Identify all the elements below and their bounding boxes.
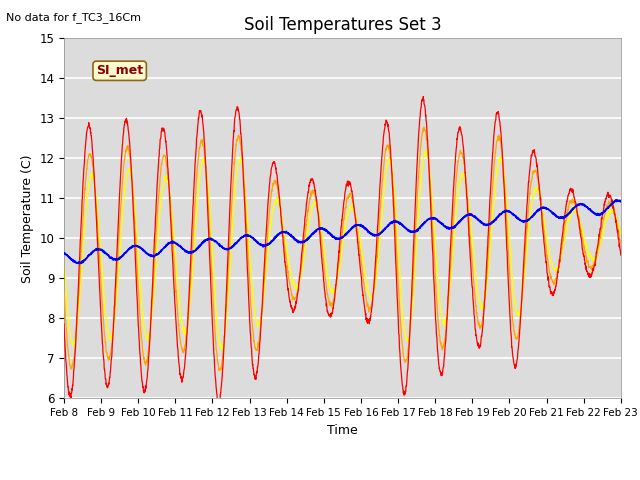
Y-axis label: Soil Temperature (C): Soil Temperature (C) [20, 154, 34, 283]
Text: SI_met: SI_met [96, 64, 143, 77]
Title: Soil Temperatures Set 3: Soil Temperatures Set 3 [244, 16, 441, 34]
X-axis label: Time: Time [327, 424, 358, 437]
Legend: TC3_2Cm, TC3_4Cm, TC3_8Cm, TC3_32Cm: TC3_2Cm, TC3_4Cm, TC3_8Cm, TC3_32Cm [143, 478, 542, 480]
Text: No data for f_TC3_16Cm: No data for f_TC3_16Cm [6, 12, 141, 23]
